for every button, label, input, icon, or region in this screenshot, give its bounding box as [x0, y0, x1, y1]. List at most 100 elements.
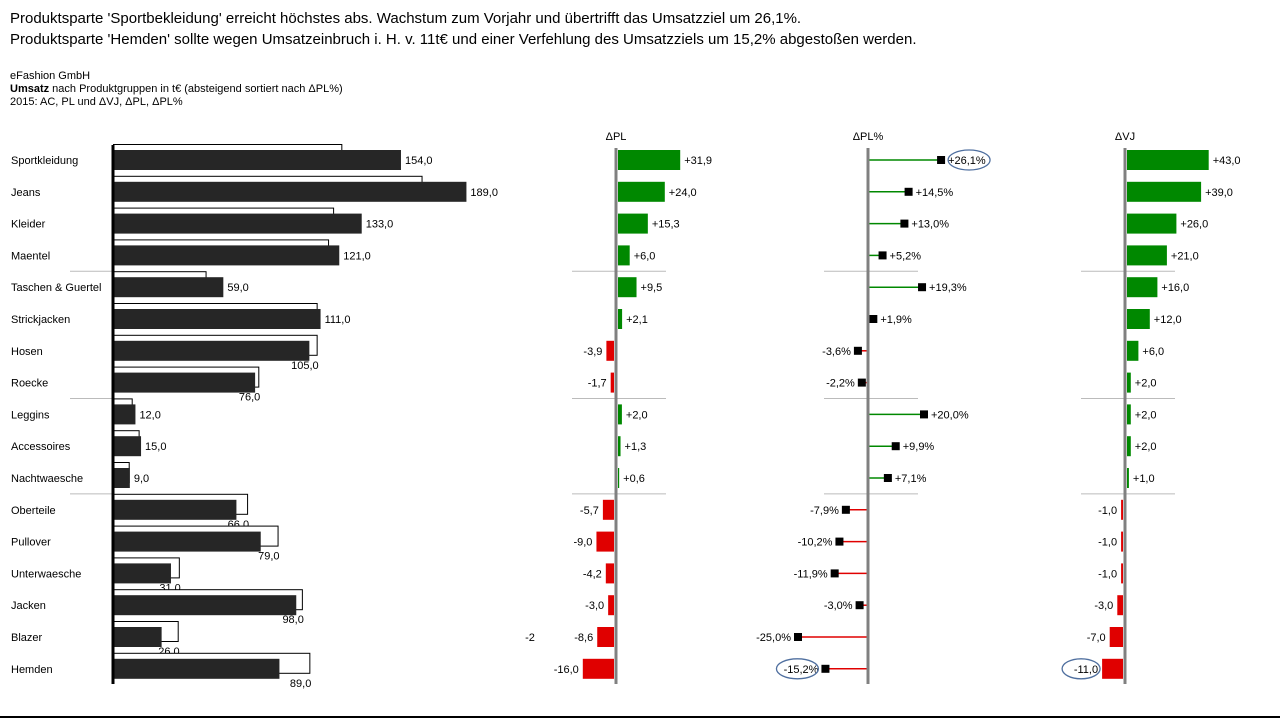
ac-bar — [113, 181, 467, 202]
delta-pl-pct-marker — [900, 219, 909, 228]
ac-value-label: 15,0 — [145, 441, 166, 453]
chart-meta: eFashion GmbH Umsatz nach Produktgruppen… — [10, 70, 343, 109]
delta-vj-bar — [1127, 404, 1131, 425]
category-label: Sportkleidung — [11, 155, 78, 167]
delta-pl-label: -4,2 — [583, 568, 602, 580]
category-label: Hemden — [11, 664, 53, 676]
ac-bar — [113, 372, 256, 393]
ac-value-label: 121,0 — [343, 250, 371, 262]
delta-pl-pct-label: -11,9% — [794, 568, 828, 580]
ac-value-label: 189,0 — [470, 187, 498, 199]
delta-pl-bar — [618, 309, 623, 329]
ac-value-label: 133,0 — [366, 219, 394, 231]
ac-bar — [113, 658, 280, 679]
delta-pl-pct-label: +5,2% — [890, 250, 922, 262]
delta-vj-label: +26,0 — [1180, 219, 1208, 231]
delta-pl-bar — [618, 404, 622, 425]
delta-vj-bar — [1117, 595, 1123, 616]
highlight-ellipse — [947, 149, 991, 171]
delta-pl-pct-label: +26,1% — [948, 155, 986, 167]
delta-pl-pct-marker — [883, 474, 892, 482]
company-name: eFashion GmbH — [10, 70, 91, 82]
delta-pl-label: -9,0 — [573, 537, 592, 549]
delta-vj-bar — [1127, 277, 1158, 298]
ac-value-label: 105,0 — [291, 360, 319, 372]
delta-pl-bar — [597, 627, 614, 647]
category-label: Nachtwaesche — [11, 473, 83, 485]
delta-vj-bar — [1127, 245, 1167, 266]
ac-value-label: 98,0 — [282, 614, 303, 626]
category-label: Leggins — [11, 409, 50, 421]
delta-pl-pct-marker — [857, 378, 866, 387]
delta-pl-pct-marker — [855, 601, 864, 610]
delta-pl-label: +0,6 — [623, 473, 645, 485]
delta-pl-pct-marker — [920, 410, 928, 419]
delta-pl-bar — [605, 563, 614, 584]
delta-pl-pct-title: ΔPL% — [853, 131, 884, 143]
headline-line-1: Produktsparte 'Sportbekleidung' erreicht… — [10, 10, 802, 27]
measure-description: Umsatz nach Produktgruppen in t€ (abstei… — [10, 83, 343, 96]
delta-vj-bar — [1127, 372, 1131, 393]
ac-bar — [113, 245, 340, 266]
category-label: Roecke — [11, 378, 48, 390]
delta-pl-bar — [618, 181, 665, 202]
ac-bar — [113, 499, 237, 520]
ac-value-label: 79,0 — [258, 551, 279, 563]
ac-bar — [113, 595, 297, 616]
ac-bar — [113, 627, 162, 647]
delta-vj-bar — [1127, 468, 1129, 488]
delta-vj-label: +43,0 — [1213, 155, 1241, 167]
delta-vj-label: +2,0 — [1135, 441, 1157, 453]
delta-pl-bar — [602, 499, 614, 520]
delta-pl-bar — [618, 436, 621, 457]
delta-pl-pct-marker — [878, 251, 887, 260]
delta-vj-label: -7,0 — [1087, 632, 1106, 644]
category-label: Oberteile — [11, 505, 56, 517]
delta-pl-label: +6,0 — [634, 250, 656, 262]
delta-vj-label: +21,0 — [1171, 250, 1199, 262]
category-label: Jacken — [11, 600, 46, 612]
delta-pl-bar — [618, 213, 648, 234]
delta-pl-pct-marker — [853, 346, 862, 355]
delta-vj-bar — [1102, 658, 1123, 679]
delta-pl-label: +9,5 — [641, 282, 663, 294]
category-label: Hosen — [11, 346, 43, 358]
highlight-ellipse — [1061, 658, 1101, 680]
delta-pl-pct-label: -2,2% — [826, 378, 855, 390]
delta-pl-label: -8,6 — [574, 632, 593, 644]
category-label: Accessoires — [11, 441, 71, 453]
delta-pl-pct-marker — [937, 156, 946, 164]
ac-bar — [113, 531, 261, 552]
delta-pl-bar — [610, 372, 614, 393]
category-label: Kleider — [11, 219, 46, 231]
delta-vj-bar — [1127, 213, 1177, 234]
ac-value-label: 12,0 — [139, 409, 160, 421]
delta-vj-label: +12,0 — [1154, 314, 1182, 326]
delta-pl-label: +24,0 — [669, 187, 697, 199]
delta-vj-label: +16,0 — [1161, 282, 1189, 294]
ac-bar — [113, 340, 310, 361]
category-label: Taschen & Guertel — [11, 282, 102, 294]
delta-pl-pct-label: +20,0% — [931, 409, 969, 421]
delta-pl-label: -3,9 — [583, 346, 602, 358]
category-label: Pullover — [11, 537, 51, 549]
delta-pl-pct-label: +13,0% — [911, 219, 949, 231]
delta-vj-bar — [1109, 627, 1123, 647]
delta-pl-label: +2,1 — [626, 314, 648, 326]
delta-vj-label: +1,0 — [1133, 473, 1155, 485]
ac-bar — [113, 309, 321, 329]
delta-vj-bar — [1121, 499, 1123, 520]
delta-pl-pct-marker — [891, 442, 900, 451]
category-label: Strickjacken — [11, 314, 70, 326]
ac-bar — [113, 404, 136, 425]
ac-value-label: 59,0 — [227, 282, 248, 294]
delta-vj-label: -1,0 — [1098, 568, 1117, 580]
delta-pl-pct-label: +1,9% — [880, 314, 912, 326]
ac-bar — [113, 213, 362, 234]
delta-pl-pct-marker — [918, 283, 927, 292]
delta-pl-bar — [618, 277, 637, 298]
ac-bar — [113, 150, 401, 170]
measure-name: Umsatz — [10, 83, 50, 95]
delta-pl-label: +15,3 — [652, 219, 680, 231]
